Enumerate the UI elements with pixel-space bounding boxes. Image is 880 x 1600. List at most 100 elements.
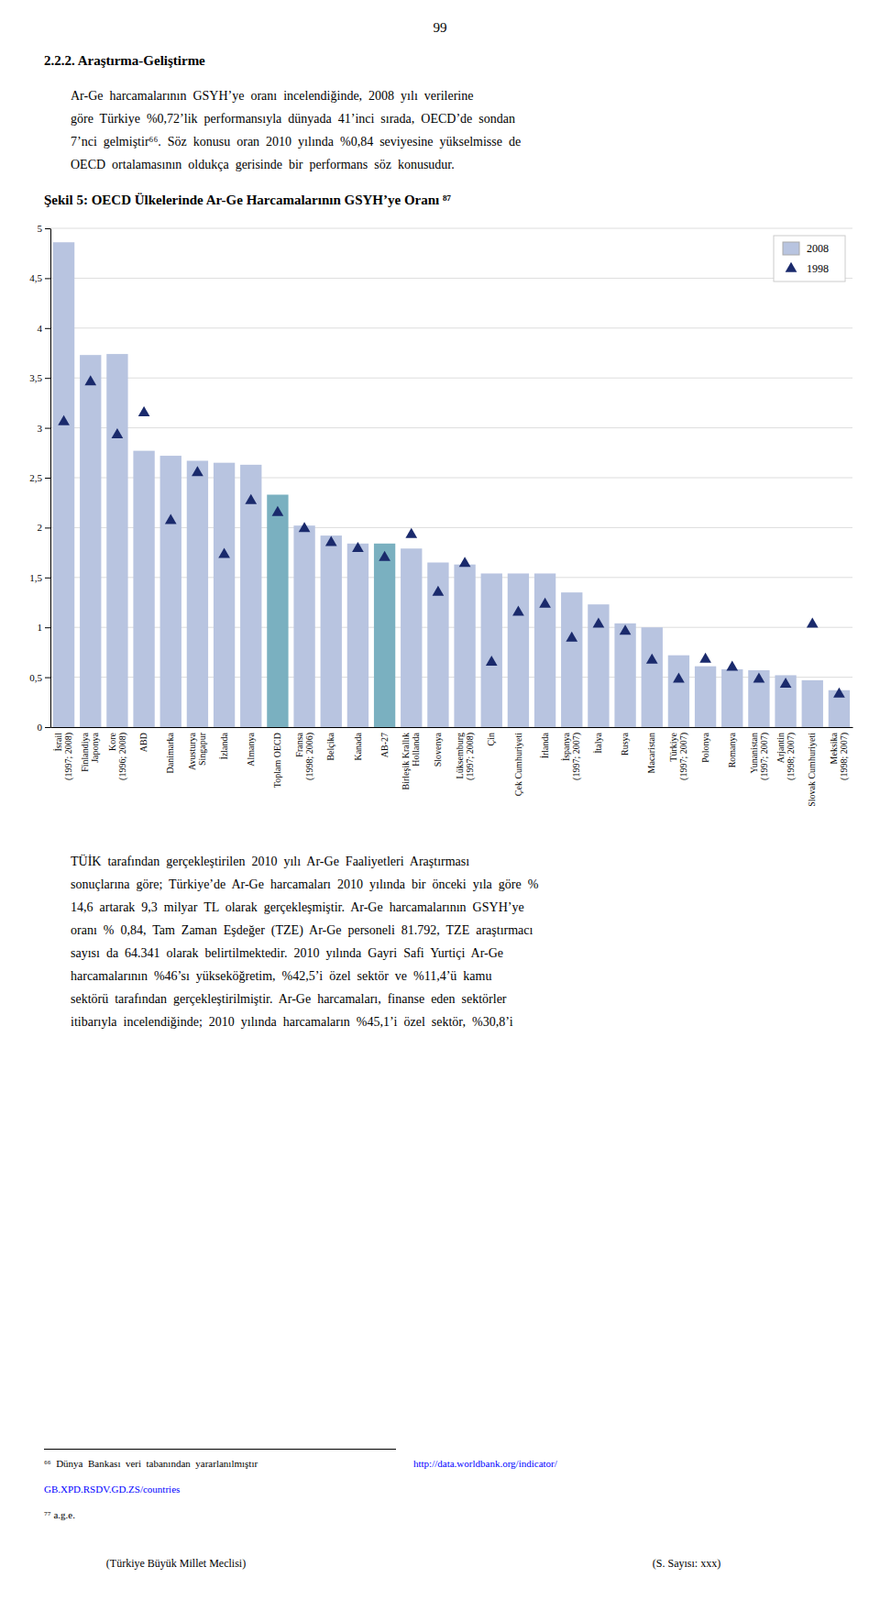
marker (806, 617, 819, 628)
y-tick-mark (44, 527, 51, 528)
x-tick-label: Türkiye(1997; 2007) (668, 731, 690, 781)
x-tick: İzlanda (219, 731, 230, 759)
x-tick-label: Slovenya (432, 731, 443, 767)
grid-line (50, 377, 853, 379)
x-tick: FinlandiyaJaponya (79, 731, 100, 771)
y-tick: 4 (37, 322, 52, 334)
marker (298, 521, 311, 532)
y-axis-line (50, 229, 52, 728)
marker (165, 513, 177, 524)
y-tick: 3,5 (29, 372, 51, 384)
x-tick-label: Fransa(1998; 2006) (294, 731, 316, 781)
bar (400, 548, 422, 727)
footnote-link: GB.XPD.RSDV.GD.ZS/countries (44, 1483, 180, 1495)
bar (507, 572, 529, 727)
x-tick-label: İtalya (593, 731, 604, 753)
x-tick-label: İspanya(1997; 2007) (561, 731, 583, 781)
marker (325, 535, 338, 546)
legend-label: 1998 (806, 262, 829, 275)
marker (565, 631, 578, 642)
marker (753, 671, 766, 682)
grid-line (50, 427, 853, 429)
footer: (S. Sayısı: xxx) (652, 1556, 721, 1571)
y-tick-label: 0,5 (29, 671, 43, 683)
bar (802, 680, 824, 727)
bar (240, 464, 262, 727)
marker (244, 494, 257, 505)
marker (272, 506, 285, 517)
y-tick-mark (44, 428, 51, 429)
grid-line (50, 228, 853, 230)
y-tick-mark (44, 377, 51, 379)
x-tick: Kore(1996; 2008) (107, 731, 129, 781)
x-tick-label: Rusya (619, 731, 630, 756)
x-tick-label: Almanya (245, 731, 256, 766)
grid-line (50, 327, 853, 329)
bar (106, 353, 128, 727)
x-tick-label: Toplam OECD (272, 732, 283, 788)
y-tick-label: 2 (37, 521, 44, 533)
bar (79, 354, 101, 727)
x-tick-label: Belçika (325, 731, 336, 760)
x-tick: Meksika(1998; 2007) (828, 731, 850, 781)
x-tick-label: Meksika(1998; 2007) (828, 731, 850, 781)
x-tick: Kanada (352, 731, 363, 760)
x-tick: Toplam OECD (272, 732, 283, 788)
x-tick-label: Danimarka (165, 731, 176, 773)
legend-item: 2008 (782, 242, 829, 255)
page: 992.2.2. Araştırma-GeliştirmeAr-Ge harca… (0, 0, 880, 1600)
legend: 2008 1998 (773, 235, 846, 282)
x-axis: İsrail(1997; 2008)FinlandiyaJaponya Kore(… (51, 727, 854, 807)
y-tick-label: 2,5 (29, 472, 43, 484)
x-axis-line (51, 726, 854, 728)
y-tick: 3 (37, 422, 52, 434)
marker (619, 624, 632, 635)
y-tick-mark (44, 328, 51, 330)
y-tick-mark (44, 477, 51, 479)
bar (160, 455, 182, 727)
x-tick-label: Birleşik KrallıkHollanda (400, 731, 421, 790)
bar (614, 623, 636, 727)
x-tick-label: Çin (485, 732, 496, 746)
y-tick: 0,5 (29, 671, 51, 683)
marker (699, 652, 712, 663)
x-tick-label: Macaristan (646, 732, 657, 773)
legend-item: 1998 (785, 262, 829, 276)
bar (266, 494, 288, 727)
paragraph: Ar-Ge harcamalarının GSYH’ye oranı incel… (70, 84, 521, 176)
y-tick: 1 (37, 621, 52, 633)
x-tick: Belçika (325, 731, 336, 760)
paragraph: TÜİK tarafından gerçekleştirilen 2010 yı… (70, 849, 539, 1034)
x-tick: Çek Cumhuriyeti (513, 732, 524, 796)
marker (405, 528, 418, 539)
x-tick-label: Polonya (700, 731, 711, 762)
footer: (Türkiye Büyük Millet Meclisi) (106, 1556, 246, 1571)
y-tick-mark (44, 277, 51, 279)
bar (374, 543, 396, 727)
x-tick: İsrail(1997; 2008) (53, 732, 75, 781)
y-tick-mark (44, 228, 51, 230)
marker (432, 585, 445, 596)
marker (485, 655, 498, 666)
y-tick-mark (44, 627, 51, 628)
y-tick-label: 1,5 (29, 572, 43, 583)
marker (191, 465, 204, 476)
legend-marker (785, 262, 798, 273)
footnote: ⁷⁷ a.g.e. (44, 1508, 76, 1520)
x-tick-label: ABD (138, 732, 149, 752)
x-tick-label: Arjantin(1998; 2007) (775, 732, 797, 781)
y-tick-label: 0 (37, 721, 44, 733)
x-tick: Arjantin(1998; 2007) (775, 732, 797, 781)
x-tick: Birleşik KrallıkHollanda (400, 731, 421, 790)
marker (833, 687, 846, 698)
x-tick: İspanya(1997; 2007) (561, 731, 583, 781)
marker (84, 374, 97, 385)
x-tick: Çin (485, 732, 496, 746)
y-tick-mark (44, 726, 51, 728)
x-tick: İtalya (593, 731, 604, 753)
y-tick: 5 (37, 222, 52, 234)
marks (53, 242, 850, 727)
x-tick: Rusya (619, 731, 630, 756)
y-tick-mark (44, 577, 51, 579)
marker (512, 605, 525, 616)
